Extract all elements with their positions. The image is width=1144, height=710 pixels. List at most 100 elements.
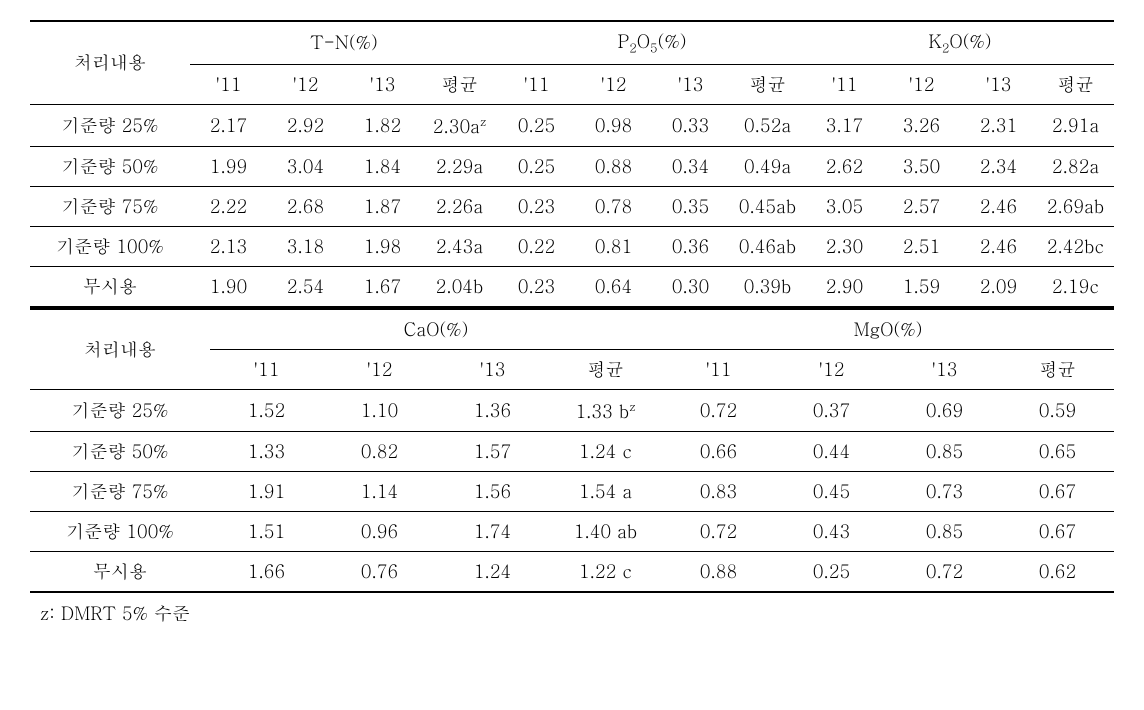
data-cell: 2.30az	[421, 104, 498, 146]
data-cell: 2.46	[960, 186, 1037, 226]
data-cell: 1.40 ab	[549, 511, 662, 551]
data-cell: 2.29a	[421, 146, 498, 186]
data-cell: 3.04	[267, 146, 344, 186]
subheader-cell: '13	[652, 64, 729, 104]
data-cell: 2.09	[960, 266, 1037, 307]
data-cell: 2.34	[960, 146, 1037, 186]
data-cell: 0.39b	[729, 266, 806, 307]
row-label: 기준량 25%	[30, 104, 190, 146]
data-cell: 1.14	[323, 471, 436, 511]
data-cell: 2.68	[267, 186, 344, 226]
data-cell: 1.10	[323, 389, 436, 431]
subheader-cell: '11	[662, 349, 775, 389]
data-cell: 3.18	[267, 226, 344, 266]
data-cell: 0.96	[323, 511, 436, 551]
data-cell: 0.23	[498, 266, 575, 307]
data-cell: 2.30	[806, 226, 883, 266]
row-label: 기준량 25%	[30, 389, 210, 431]
row-label: 기준량 75%	[30, 471, 210, 511]
data-cell: 0.52a	[729, 104, 806, 146]
data-cell: 0.45ab	[729, 186, 806, 226]
row-label: 기준량 100%	[30, 226, 190, 266]
table-row: 기준량 50%1.993.041.842.29a0.250.880.340.49…	[30, 146, 1114, 186]
data-cell: 2.62	[806, 146, 883, 186]
data-cell: 2.92	[267, 104, 344, 146]
data-cell: 1.87	[344, 186, 421, 226]
data-cell: 1.24	[436, 551, 549, 592]
subheader-cell: 평균	[1037, 64, 1114, 104]
data-cell: 0.78	[575, 186, 652, 226]
data-cell: 1.66	[210, 551, 323, 592]
data-cell: 0.22	[498, 226, 575, 266]
data-cell: 2.90	[806, 266, 883, 307]
table-row: 기준량 25%1.521.101.361.33 bz0.720.370.690.…	[30, 389, 1114, 431]
header-group-b1: MgO(%)	[662, 309, 1114, 350]
subheader-cell: '11	[498, 64, 575, 104]
data-cell: 0.43	[775, 511, 888, 551]
table-row: 무시용1.902.541.672.04b0.230.640.300.39b2.9…	[30, 266, 1114, 307]
data-cell: 0.65	[1001, 431, 1114, 471]
data-cell: 0.67	[1001, 511, 1114, 551]
data-cell: 0.85	[888, 431, 1001, 471]
data-cell: 0.59	[1001, 389, 1114, 431]
data-cell: 0.25	[498, 146, 575, 186]
data-cell: 2.13	[190, 226, 267, 266]
data-cell: 1.84	[344, 146, 421, 186]
table-row: 기준량 100%1.510.961.741.40 ab0.720.430.850…	[30, 511, 1114, 551]
table-bottom: 처리내용 CaO(%) MgO(%) '11'12'13평균'11'12'13평…	[30, 308, 1114, 593]
data-cell: 0.69	[888, 389, 1001, 431]
data-cell: 0.88	[662, 551, 775, 592]
data-cell: 2.69ab	[1037, 186, 1114, 226]
data-cell: 0.64	[575, 266, 652, 307]
data-cell: 3.26	[883, 104, 960, 146]
data-cell: 1.98	[344, 226, 421, 266]
subheader-cell: '12	[323, 349, 436, 389]
data-cell: 1.22 c	[549, 551, 662, 592]
data-cell: 0.62	[1001, 551, 1114, 592]
data-cell: 0.81	[575, 226, 652, 266]
data-cell: 0.72	[662, 511, 775, 551]
data-cell: 1.59	[883, 266, 960, 307]
subheader-cell: '13	[344, 64, 421, 104]
table-row: 기준량 50%1.330.821.571.24 c0.660.440.850.6…	[30, 431, 1114, 471]
table-top: 처리내용 T-N(%) P2O5(%) K2O(%) '11'12'13평균'1…	[30, 20, 1114, 308]
header-group-b0: CaO(%)	[210, 309, 662, 350]
table-row: 기준량 100%2.133.181.982.43a0.220.810.360.4…	[30, 226, 1114, 266]
data-cell: 1.54 a	[549, 471, 662, 511]
subheader-cell: '13	[436, 349, 549, 389]
subheader-cell: '12	[883, 64, 960, 104]
table-row: 기준량 25%2.172.921.822.30az0.250.980.330.5…	[30, 104, 1114, 146]
data-cell: 0.46ab	[729, 226, 806, 266]
data-cell: 1.91	[210, 471, 323, 511]
data-cell: 3.05	[806, 186, 883, 226]
data-cell: 0.76	[323, 551, 436, 592]
subheader-cell: '13	[888, 349, 1001, 389]
data-cell: 3.50	[883, 146, 960, 186]
header-group-0: T-N(%)	[190, 21, 498, 64]
row-label: 무시용	[30, 266, 190, 307]
table-row: 무시용1.660.761.241.22 c0.880.250.720.62	[30, 551, 1114, 592]
data-cell: 0.33	[652, 104, 729, 146]
data-cell: 0.72	[662, 389, 775, 431]
subheader-cell: 평균	[421, 64, 498, 104]
row-label: 무시용	[30, 551, 210, 592]
data-cell: 0.34	[652, 146, 729, 186]
data-cell: 2.42bc	[1037, 226, 1114, 266]
subheader-cell: '11	[806, 64, 883, 104]
data-cell: 0.49a	[729, 146, 806, 186]
data-cell: 1.52	[210, 389, 323, 431]
data-cell: 0.25	[498, 104, 575, 146]
data-cell: 0.85	[888, 511, 1001, 551]
data-cell: 0.36	[652, 226, 729, 266]
data-cell: 0.23	[498, 186, 575, 226]
data-cell: 0.35	[652, 186, 729, 226]
subheader-cell: '11	[190, 64, 267, 104]
data-cell: 2.57	[883, 186, 960, 226]
data-cell: 0.66	[662, 431, 775, 471]
header-treatment-2: 처리내용	[30, 309, 210, 390]
data-cell: 2.26a	[421, 186, 498, 226]
subheader-cell: 평균	[549, 349, 662, 389]
data-cell: 2.19c	[1037, 266, 1114, 307]
data-cell: 2.51	[883, 226, 960, 266]
data-cell: 1.33	[210, 431, 323, 471]
